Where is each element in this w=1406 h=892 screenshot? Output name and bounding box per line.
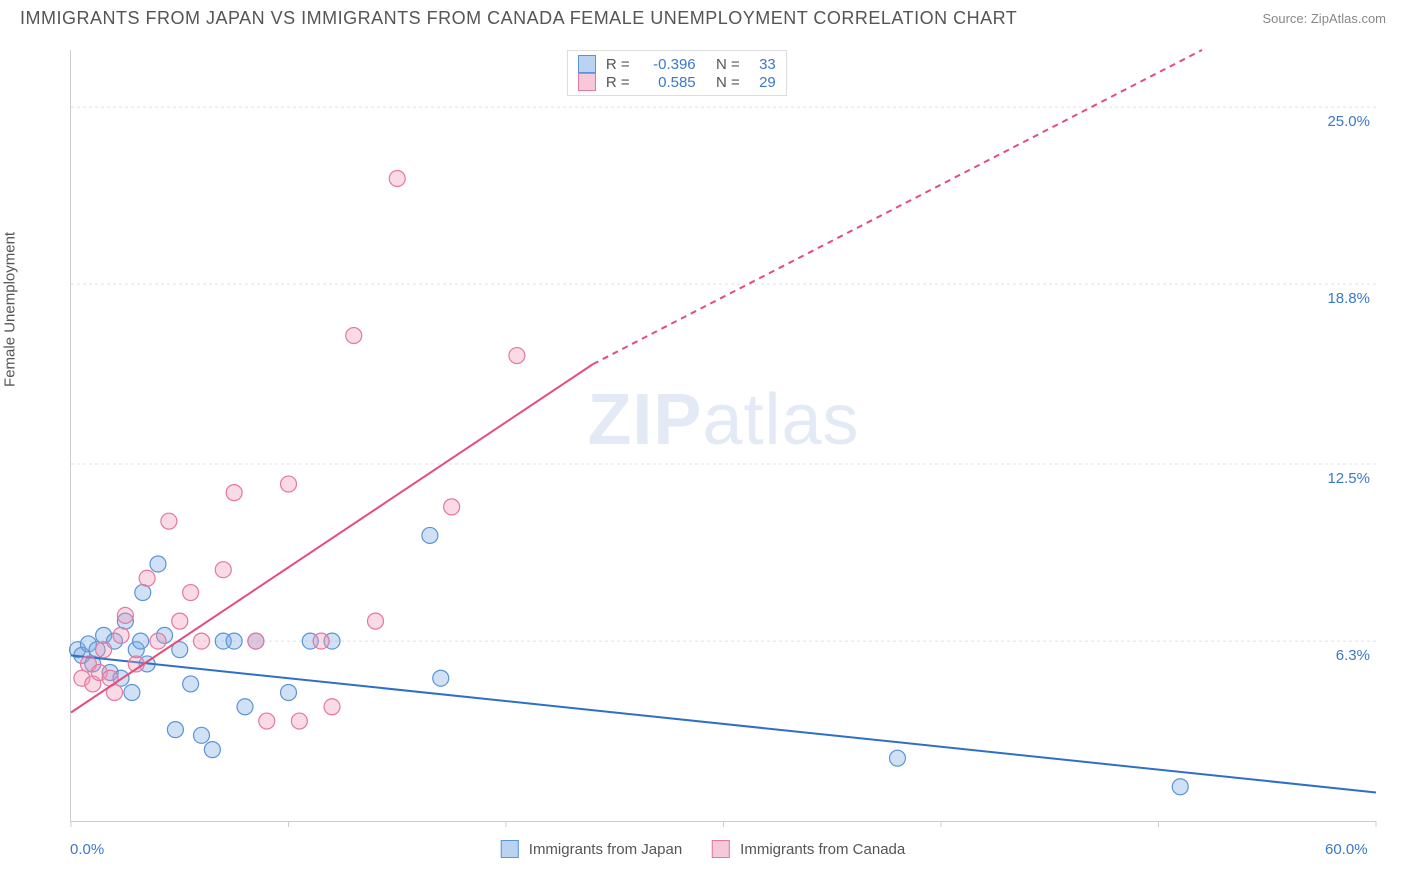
legend-swatch xyxy=(578,55,596,73)
y-tick-label: 12.5% xyxy=(1327,470,1370,487)
legend-stat-row: R = 0.585 N = 29 xyxy=(578,73,776,91)
chart-title: IMMIGRANTS FROM JAPAN VS IMMIGRANTS FROM… xyxy=(20,8,1017,29)
correlation-legend: R = -0.396 N = 33 R = 0.585 N = 29 xyxy=(567,50,787,96)
legend-item: Immigrants from Japan xyxy=(501,840,682,858)
y-tick-label: 25.0% xyxy=(1327,113,1370,130)
x-tick-label: 0.0% xyxy=(70,841,104,858)
chart-container: Female Unemployment ZIPatlas R =-0.396 N… xyxy=(20,40,1386,872)
legend-swatch xyxy=(712,840,730,858)
n-value: 29 xyxy=(746,74,776,91)
r-label: R = xyxy=(606,56,630,73)
legend-swatch xyxy=(578,73,596,91)
legend-series-name: Immigrants from Canada xyxy=(740,841,905,858)
legend-stat-row: R = -0.396 N = 33 xyxy=(578,55,776,73)
legend-series-name: Immigrants from Japan xyxy=(529,841,682,858)
source-label: Source: ZipAtlas.com xyxy=(1262,11,1386,26)
legend-item: Immigrants from Canada xyxy=(712,840,905,858)
series-legend: Immigrants from Japan Immigrants from Can… xyxy=(501,840,905,858)
y-tick-label: 6.3% xyxy=(1336,647,1370,664)
y-tick-label: 18.8% xyxy=(1327,290,1370,307)
n-value: 33 xyxy=(746,56,776,73)
legend-swatch xyxy=(501,840,519,858)
x-tick-label: 60.0% xyxy=(1325,841,1368,858)
r-value: 0.585 xyxy=(636,74,696,91)
y-axis-label: Female Unemployment xyxy=(2,232,19,387)
n-label: N = xyxy=(716,56,740,73)
plot-svg xyxy=(71,50,1376,821)
n-label: N = xyxy=(716,74,740,91)
r-label: R = xyxy=(606,74,630,91)
r-value: -0.396 xyxy=(636,56,696,73)
plot-area: ZIPatlas R =-0.396 N =33R =0.585 N =29 6… xyxy=(70,50,1376,822)
